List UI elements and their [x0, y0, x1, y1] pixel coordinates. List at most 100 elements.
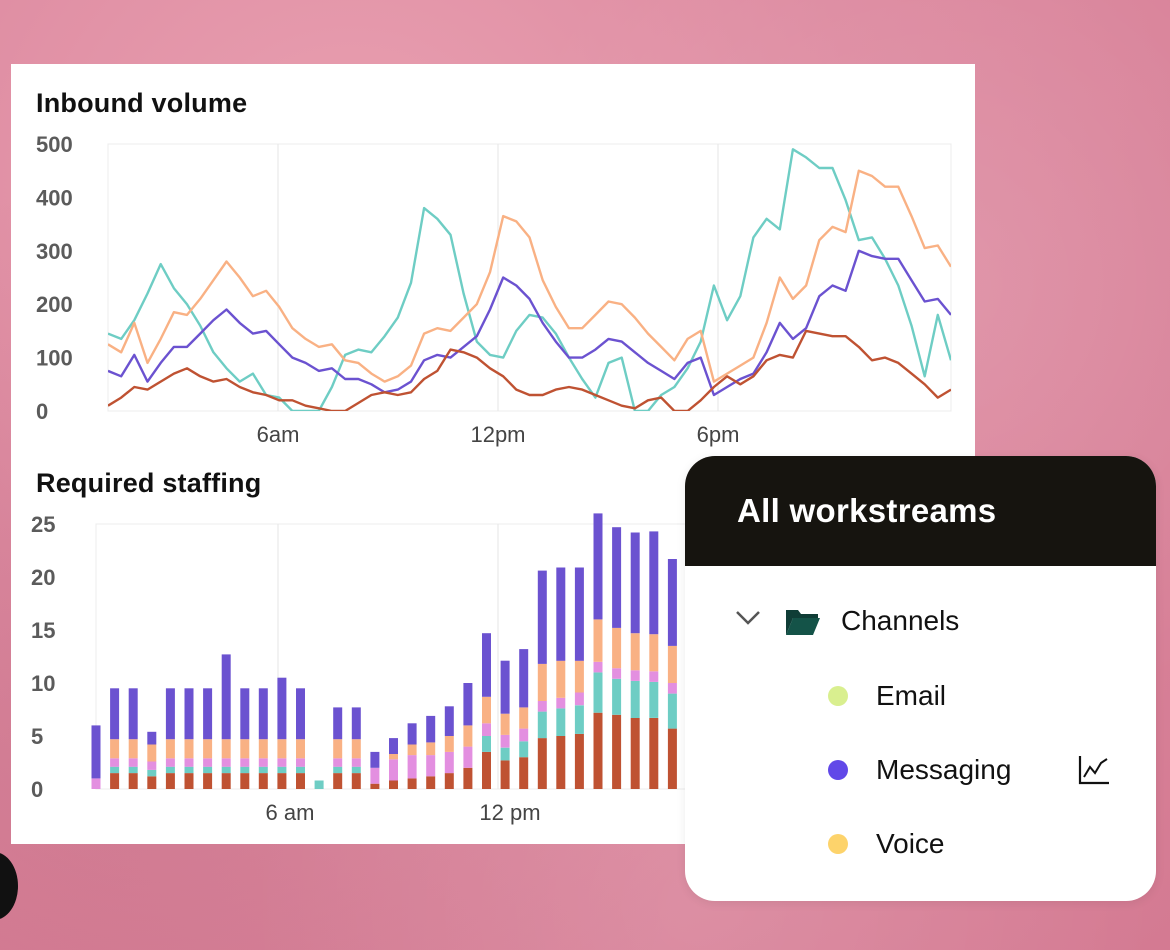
bar-segment: [147, 776, 157, 789]
bar-segment: [482, 751, 491, 789]
bar-segment: [333, 707, 343, 740]
bar-segment: [91, 778, 101, 789]
bar-segment: [128, 739, 138, 759]
bar-segment: [110, 758, 120, 767]
bar-segment: [500, 760, 510, 789]
bar-segment: [165, 758, 175, 767]
bar-segment: [240, 739, 250, 759]
x-tick-label: 6 am: [266, 800, 315, 825]
bar-segment: [444, 706, 454, 736]
workstream-item-voice[interactable]: Voice: [828, 828, 945, 860]
bar-segment: [463, 725, 473, 747]
bar-segment: [612, 668, 622, 679]
chevron-down-icon[interactable]: [735, 610, 761, 626]
bar-segment: [203, 766, 213, 774]
bar-segment: [482, 723, 491, 736]
bar-segment: [667, 559, 677, 646]
bar-segment: [630, 532, 640, 634]
y-tick-label: 20: [31, 565, 55, 590]
bar-segment: [537, 738, 547, 789]
workstream-item-email[interactable]: Email: [828, 680, 946, 712]
bar-segment: [128, 758, 138, 767]
bar-segment: [333, 758, 343, 767]
workstream-item-label: Voice: [876, 828, 945, 859]
bar-segment: [203, 758, 213, 767]
bar-segment: [519, 649, 529, 708]
bar-segment: [221, 766, 231, 774]
series-line-1: [108, 169, 951, 383]
bar-segment: [612, 678, 622, 715]
bar-segment: [667, 645, 677, 683]
series-line-0: [108, 148, 951, 411]
y-tick-label: 25: [31, 512, 55, 537]
bar-segment: [426, 715, 436, 743]
messaging-dot-icon: [828, 760, 848, 780]
bar-segment: [574, 660, 584, 693]
bar-segment: [296, 739, 305, 759]
y-tick-label: 5: [31, 724, 43, 749]
bar-segment: [351, 707, 361, 740]
bar-segment: [537, 711, 547, 739]
bar-segment: [370, 783, 380, 789]
bar-segment: [370, 751, 380, 768]
workstreams-panel: All workstreams Channels Email Messaging…: [685, 456, 1156, 901]
bar-segment: [147, 769, 157, 777]
bar-segment: [351, 773, 361, 789]
bar-segment: [240, 766, 250, 774]
bar-segment: [333, 739, 343, 759]
bar-segment: [240, 773, 250, 789]
bar-segment: [184, 688, 194, 740]
bar-segment: [593, 619, 603, 662]
bar-segment: [110, 688, 120, 740]
bar-segment: [519, 741, 529, 758]
bar-segment: [463, 683, 473, 726]
bar-segment: [128, 766, 138, 774]
bar-segment: [203, 688, 213, 740]
workstream-item-messaging[interactable]: Messaging: [828, 754, 1011, 786]
bar-segment: [407, 723, 417, 745]
bar-segment: [593, 513, 603, 620]
workstream-item-label: Email: [876, 680, 947, 711]
bar-segment: [128, 688, 138, 740]
y-tick-label: 500: [36, 132, 73, 157]
bar-segment: [258, 739, 268, 759]
bar-segment: [482, 736, 491, 752]
bar-segment: [593, 672, 603, 713]
y-tick-label: 0: [36, 399, 48, 424]
channels-group[interactable]: Channels: [841, 605, 959, 637]
series-line-3: [108, 329, 951, 411]
bar-segment: [593, 712, 603, 789]
bar-segment: [314, 780, 324, 789]
bar-segment: [519, 728, 529, 742]
bar-segment: [110, 773, 120, 789]
bar-segment: [296, 688, 305, 740]
circle-button-icon[interactable]: [0, 852, 18, 920]
bar-segment: [333, 773, 343, 789]
x-tick-label: 12pm: [470, 422, 525, 447]
channels-label: Channels: [841, 605, 960, 636]
bar-segment: [110, 766, 120, 774]
bar-segment: [165, 773, 175, 789]
required-staffing-title: Required staffing: [36, 468, 262, 498]
bar-segment: [351, 739, 361, 759]
bar-segment: [463, 746, 473, 768]
y-tick-label: 200: [36, 292, 73, 317]
bar-segment: [277, 766, 287, 774]
bar-segment: [407, 755, 417, 779]
y-tick-label: 400: [36, 185, 73, 210]
bar-segment: [389, 738, 398, 754]
bar-segment: [500, 660, 510, 714]
folder-icon: [786, 610, 820, 635]
workstream-item-label: Messaging: [876, 754, 1012, 785]
bar-segment: [277, 773, 287, 789]
bar-segment: [407, 744, 417, 756]
line-chart-icon[interactable]: [1078, 755, 1110, 785]
bar-segment: [296, 766, 305, 774]
inbound-volume-title: Inbound volume: [36, 88, 248, 118]
bar-segment: [258, 758, 268, 767]
bar-segment: [574, 733, 584, 789]
email-dot-icon: [828, 686, 848, 706]
x-tick-label: 6pm: [697, 422, 740, 447]
bar-segment: [612, 714, 622, 789]
bar-segment: [165, 739, 175, 759]
